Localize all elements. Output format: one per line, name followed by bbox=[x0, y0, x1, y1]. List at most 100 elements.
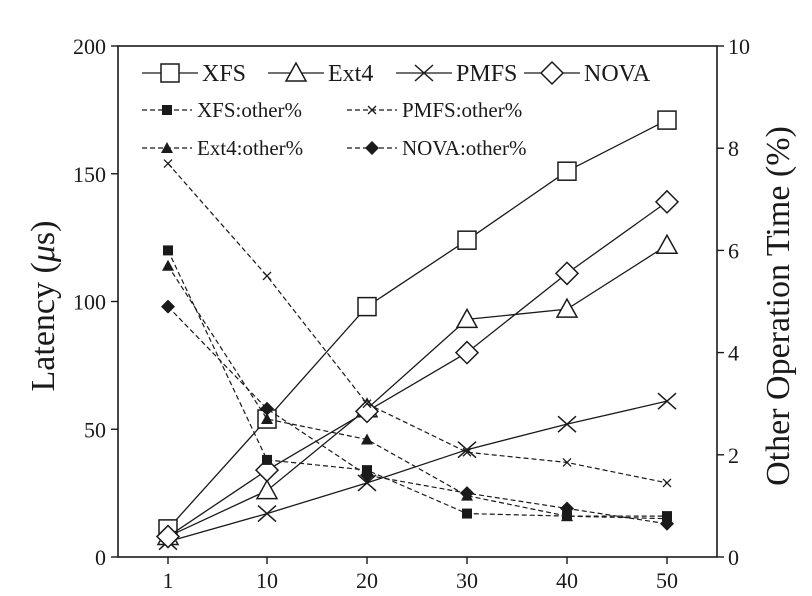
series-nova bbox=[155, 189, 680, 549]
legend-label: PMFS:other% bbox=[402, 98, 522, 122]
series-pmfs bbox=[158, 392, 677, 551]
legend-marker bbox=[414, 64, 434, 82]
data-point-nova bbox=[654, 189, 680, 214]
data-point-nova-other bbox=[560, 501, 574, 516]
legend-marker bbox=[162, 105, 172, 115]
legend-marker bbox=[365, 141, 379, 155]
data-point-nova-other bbox=[161, 299, 175, 314]
data-point-xfs-other bbox=[462, 508, 472, 519]
data-point-xfs-other bbox=[163, 245, 173, 256]
x-tick-label: 30 bbox=[456, 568, 478, 593]
data-point-ext4 bbox=[555, 297, 579, 318]
data-point-nova bbox=[454, 340, 480, 365]
y-left-tick-label: 50 bbox=[84, 417, 106, 442]
x-tick-label: 20 bbox=[356, 568, 378, 593]
legend-label: NOVA:other% bbox=[402, 136, 526, 160]
legend-marker bbox=[160, 63, 180, 83]
y-axis-right-title: Other Operation Time (%) bbox=[760, 126, 797, 486]
data-point-nova bbox=[554, 261, 580, 286]
data-point-ext4-other bbox=[261, 413, 273, 425]
data-point-pmfs bbox=[457, 441, 477, 459]
data-point-ext4 bbox=[655, 233, 679, 255]
data-point-ext4-other bbox=[361, 433, 373, 445]
y-right-tick-label: 2 bbox=[728, 443, 739, 468]
data-point-pmfs bbox=[357, 474, 377, 492]
legend-item-ext4: Ext4 bbox=[268, 61, 373, 87]
y-right-tick-label: 6 bbox=[728, 238, 739, 263]
data-point-pmfs-other bbox=[562, 458, 572, 467]
legend-label: Ext4 bbox=[328, 61, 373, 87]
legend-item-nova: NOVA bbox=[524, 60, 651, 87]
legend-item-pmfs-other: PMFS:other% bbox=[347, 98, 522, 122]
series-line-ext4 bbox=[167, 244, 668, 538]
legend-marker bbox=[161, 142, 173, 153]
data-point-pmfs-other bbox=[662, 478, 672, 488]
legend: XFS Ext4 PMFS NOVA XFS:other% PMFS:other% Ext4… bbox=[142, 60, 651, 160]
y-left-title-part1: Latency ( bbox=[25, 262, 62, 391]
data-point-pmfs-other bbox=[163, 159, 173, 168]
y-axis-left-title: Latency (μs) bbox=[25, 221, 62, 392]
series-line-pmfs bbox=[167, 400, 668, 543]
data-point-pmfs-other bbox=[262, 271, 272, 281]
data-point-ext4-other bbox=[561, 510, 573, 522]
legend-marker bbox=[284, 61, 308, 82]
data-point-pmfs bbox=[657, 392, 677, 410]
data-point-nova-other bbox=[660, 516, 674, 531]
y-left-title-mu: μ bbox=[25, 245, 62, 263]
data-point-ext4 bbox=[455, 307, 479, 329]
legend-label: PMFS bbox=[456, 61, 517, 87]
y-right-tick-label: 0 bbox=[728, 545, 739, 570]
data-point-pmfs bbox=[557, 415, 577, 433]
series-ext4 bbox=[156, 233, 679, 546]
data-point-xfs bbox=[457, 230, 477, 250]
legend-item-ext4-other: Ext4:other% bbox=[142, 136, 303, 160]
axis-ticks: 1 10 20 30 40 50 0 50 100 150 200 0 2 4 6 8 10 bbox=[73, 34, 750, 593]
data-point-xfs bbox=[557, 161, 577, 181]
data-point-nova-other bbox=[260, 401, 274, 416]
x-tick-label: 1 bbox=[163, 568, 174, 593]
data-point-ext4-other bbox=[162, 259, 174, 271]
legend-label: Ext4:other% bbox=[197, 136, 303, 160]
series-line-pmfs-other bbox=[167, 163, 668, 484]
series-xfs bbox=[158, 110, 677, 539]
series-line-xfs-other bbox=[167, 250, 667, 517]
data-point-pmfs-other bbox=[462, 447, 472, 457]
y-left-tick-label: 100 bbox=[73, 290, 106, 315]
x-tick-label: 50 bbox=[656, 568, 678, 593]
y-right-tick-label: 10 bbox=[728, 34, 750, 59]
data-point-nova bbox=[254, 458, 280, 483]
x-tick-label: 40 bbox=[556, 568, 578, 593]
series-pmfs-other bbox=[163, 159, 672, 488]
legend-marker bbox=[539, 60, 565, 86]
y-left-tick-label: 0 bbox=[95, 545, 106, 570]
data-point-ext4 bbox=[255, 479, 279, 500]
data-point-nova-other bbox=[460, 486, 474, 501]
data-point-pmfs bbox=[257, 505, 277, 523]
plot-border bbox=[117, 45, 718, 558]
series-line-xfs bbox=[167, 119, 668, 530]
legend-label: NOVA bbox=[584, 61, 651, 87]
legend-label: XFS bbox=[202, 61, 246, 87]
data-point-nova bbox=[155, 524, 181, 549]
legend-marker bbox=[367, 105, 377, 115]
y-left-tick-label: 150 bbox=[73, 162, 106, 187]
legend-item-xfs: XFS bbox=[142, 61, 246, 87]
data-point-pmfs-other bbox=[362, 399, 372, 409]
legend-label: XFS:other% bbox=[197, 98, 302, 122]
plot-frame bbox=[117, 45, 718, 558]
series-line-ext4-other bbox=[167, 265, 668, 520]
data-point-xfs-other bbox=[262, 454, 272, 465]
series-line-nova-other bbox=[167, 306, 668, 525]
series-xfs-other bbox=[163, 245, 672, 522]
y-left-title-part3: s) bbox=[25, 221, 62, 246]
legend-item-xfs-other: XFS:other% bbox=[142, 98, 302, 122]
y-right-tick-label: 8 bbox=[728, 136, 739, 161]
data-point-xfs bbox=[357, 296, 377, 317]
x-tick-label: 10 bbox=[256, 568, 278, 593]
series-line-nova bbox=[167, 201, 668, 538]
series-layer bbox=[155, 110, 680, 551]
y-left-tick-label: 200 bbox=[73, 34, 106, 59]
data-point-xfs bbox=[657, 110, 677, 130]
legend-item-pmfs: PMFS bbox=[396, 61, 517, 87]
